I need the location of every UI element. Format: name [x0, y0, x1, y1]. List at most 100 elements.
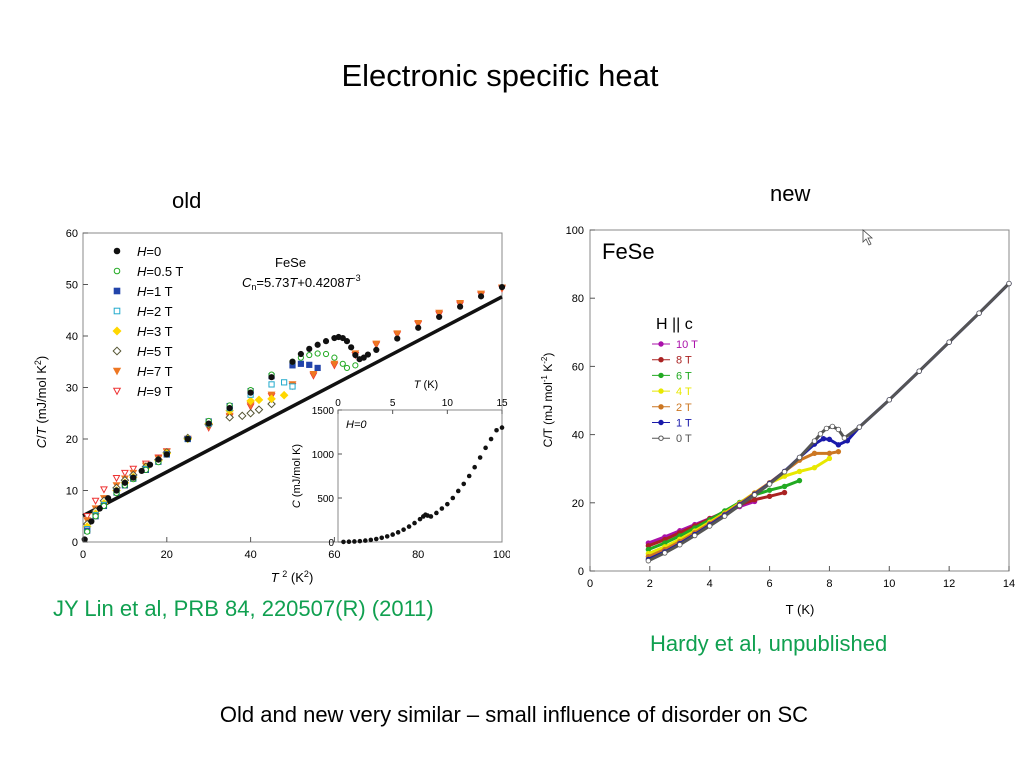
new-y-tick-label: 20: [572, 498, 584, 510]
old-data-point: [129, 465, 138, 474]
new-data-point: [736, 502, 743, 509]
old-data-point: [393, 330, 402, 338]
old-data-point: [105, 495, 112, 502]
old-data-point: [88, 518, 95, 525]
old-data-point: [373, 346, 380, 354]
new-legend-label: 8 T: [676, 355, 692, 367]
old-data-point: [456, 299, 465, 308]
new-data-point: [823, 425, 830, 432]
old-legend-marker: [113, 247, 121, 255]
new-data-point: [817, 431, 824, 437]
inset-chart: 0 5 10 15 0 500 1000 1500 H=0 T (K) C (mJ/mol K…: [291, 379, 508, 549]
inset-data-point: [472, 464, 477, 470]
old-legend-marker: [112, 367, 122, 376]
old-data-point: [435, 309, 444, 317]
new-y-tick-label: 80: [572, 293, 584, 305]
inset-data-point: [439, 506, 445, 511]
new-data-point: [766, 493, 773, 500]
new-data-point: [796, 454, 803, 461]
new-legend-label: 0 T: [676, 433, 692, 445]
old-data-point: [96, 505, 103, 512]
new-data-point: [781, 489, 788, 496]
new-legend-marker: [658, 357, 664, 363]
inset-data-point: [494, 427, 499, 433]
new-data-point: [781, 469, 788, 475]
new-series-line: [647, 282, 1011, 563]
old-data-point: [457, 303, 464, 310]
new-legend-marker: [658, 404, 664, 410]
new-data-point: [751, 492, 758, 498]
inset-data-point: [384, 534, 390, 539]
new-legend-label: 2 T: [676, 402, 692, 414]
old-legend-label: H=7 T: [137, 364, 173, 379]
old-data-point: [113, 487, 120, 494]
inset-data-point: [488, 436, 494, 442]
inset-ylabel: C (mJ/mol K): [291, 444, 303, 508]
new-legend-marker: [658, 435, 664, 441]
old-data-point: [205, 420, 212, 427]
old-data-point: [226, 405, 233, 412]
old-legend-marker: [113, 307, 121, 315]
old-x-tick-label: 100: [493, 549, 510, 561]
inset-y-tick-label: 0: [328, 538, 334, 549]
old-data-point: [246, 408, 255, 418]
new-y-tick-label: 40: [572, 430, 584, 442]
old-x-tick-label: 0: [80, 549, 86, 561]
old-data-point: [498, 283, 506, 291]
new-data-point: [835, 426, 842, 433]
old-data-point: [348, 344, 355, 351]
old-data-point: [352, 362, 359, 369]
old-legend-label: H=9 T: [137, 384, 173, 399]
old-data-point: [331, 354, 338, 361]
old-data-point: [322, 350, 330, 358]
new-y-tick-label: 60: [572, 361, 584, 373]
old-data-point: [163, 451, 170, 458]
new-data-point: [826, 455, 833, 462]
old-legend-marker: [113, 287, 121, 295]
new-x-tick-label: 14: [1003, 578, 1015, 590]
inset-data-point: [434, 510, 439, 516]
old-data-point: [83, 513, 92, 521]
old-data-point: [314, 350, 321, 357]
new-data-point: [707, 523, 713, 529]
old-data-point: [414, 320, 423, 328]
slide-title: Electronic specific heat: [341, 58, 659, 93]
new-data-point: [645, 558, 652, 564]
inset-data-point: [483, 445, 488, 451]
inset-data-point: [445, 501, 450, 507]
new-legend-label: 10 T: [676, 339, 698, 351]
old-legend-label: H=5 T: [137, 344, 173, 359]
old-data-point: [339, 360, 346, 367]
old-data-point: [246, 396, 255, 406]
inset-data-point: [406, 524, 412, 529]
new-label: new: [770, 181, 811, 206]
old-legend-marker: [113, 267, 121, 275]
new-data-point: [796, 468, 803, 475]
old-legend-marker: [112, 346, 122, 356]
new-data-point: [856, 424, 863, 430]
old-data-point: [343, 364, 351, 372]
old-data-point: [306, 361, 313, 368]
fit-equation: Cn=5.73T+0.4208T-3: [242, 273, 361, 292]
old-data-point: [289, 358, 296, 365]
old-data-point: [237, 411, 247, 421]
legend-title: H || c: [656, 316, 693, 333]
old-data-point: [322, 338, 330, 345]
new-data-point: [820, 435, 827, 442]
old-legend-label: H=3 T: [137, 324, 173, 339]
new-data-point: [721, 513, 728, 519]
old-y-tick-label: 50: [66, 280, 78, 292]
inset-data-point: [477, 455, 483, 460]
old-data-point: [289, 383, 296, 390]
new-y-tick-label: 100: [566, 225, 584, 237]
new-legend-marker: [658, 419, 664, 426]
new-data-point: [692, 532, 698, 539]
new-x-tick-label: 10: [883, 578, 895, 590]
new-x-tick-label: 2: [647, 578, 653, 590]
new-data-point: [781, 483, 788, 490]
inset-data-point: [373, 536, 379, 542]
old-data-point: [330, 360, 339, 368]
old-xlabel: T 2 (K2): [271, 569, 314, 585]
old-data-point: [297, 350, 304, 358]
